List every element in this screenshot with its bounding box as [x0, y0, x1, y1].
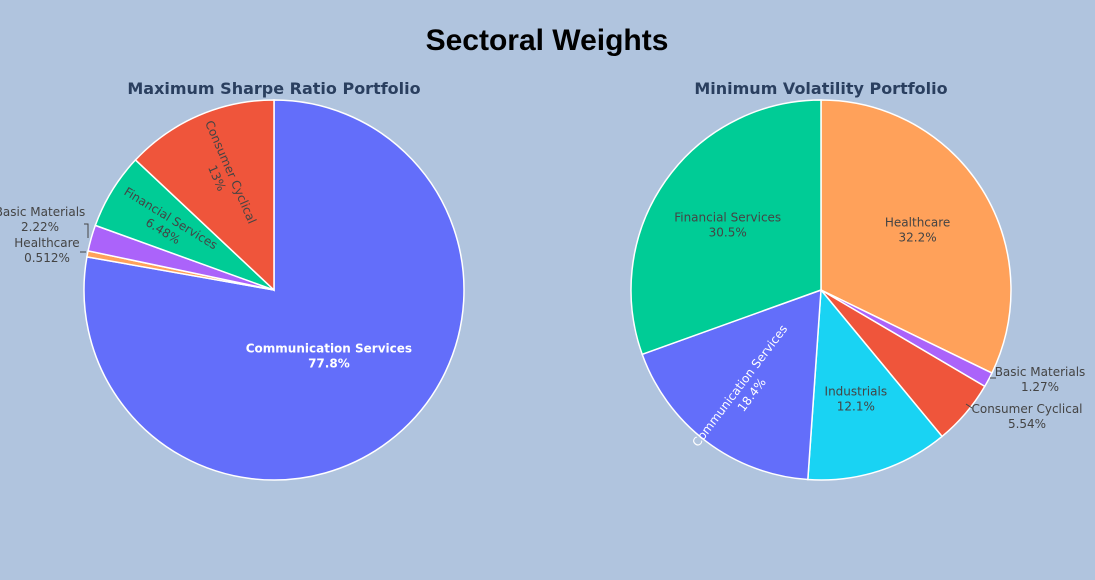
- pie-min-volatility: Healthcare 32.2% Basic Materials 1.27% Consu…: [630, 99, 1086, 481]
- pie0-slice-communication-services-label: Communication Services 77.8%: [246, 342, 412, 371]
- figure-title: Sectoral Weights: [426, 24, 669, 57]
- pie-max-sharpe: Communication Services 77.8% Healthcare 0.5…: [0, 99, 465, 481]
- chart-title-min-volatility: Minimum Volatility Portfolio: [694, 79, 947, 98]
- pie1-slice-financial-services-label: Financial Services 30.5%: [674, 210, 781, 239]
- pie1-slice-industrials-label: Industrials 12.1%: [825, 385, 888, 414]
- pie1-slice-healthcare-label: Healthcare 32.2%: [885, 216, 950, 245]
- pie1-slice-industrials: [807, 288, 944, 481]
- pie0-slice-basic-materials-label: Basic Materials 2.22%: [0, 205, 85, 234]
- pie1-slice-consumer-cyclical-label: Consumer Cyclical 5.54%: [971, 402, 1082, 431]
- chart-title-max-sharpe: Maximum Sharpe Ratio Portfolio: [127, 79, 420, 98]
- pie1-slice-financial-services: [630, 99, 822, 356]
- pie1-slice-healthcare: [820, 99, 1012, 375]
- pie0-slice-healthcare-label: Healthcare 0.512%: [14, 236, 79, 265]
- pie0-slice-basic-materials-leader: [84, 223, 89, 238]
- pie0-slice-consumer-cyclical: [134, 99, 275, 292]
- pie1-slice-basic-materials-label: Basic Materials 1.27%: [995, 365, 1086, 394]
- pie1-slice-communication-services: [641, 288, 822, 481]
- pie1-slice-consumer-cyclical-leader: [965, 403, 973, 409]
